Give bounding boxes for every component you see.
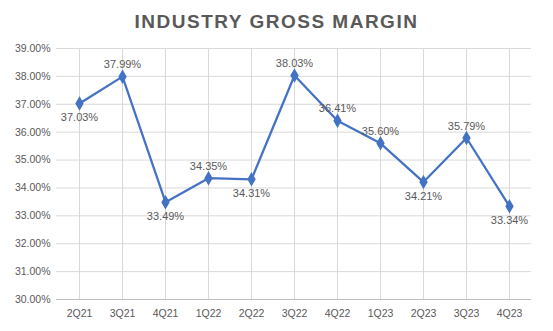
svg-text:35.60%: 35.60% <box>362 125 400 137</box>
svg-text:3Q22: 3Q22 <box>282 307 308 319</box>
svg-text:2Q23: 2Q23 <box>411 307 437 319</box>
svg-text:3Q23: 3Q23 <box>454 307 480 319</box>
svg-text:33.34%: 33.34% <box>491 214 529 226</box>
svg-text:33.00%: 33.00% <box>15 209 51 221</box>
svg-text:38.00%: 38.00% <box>15 70 51 82</box>
svg-text:1Q23: 1Q23 <box>368 307 394 319</box>
svg-text:30.00%: 30.00% <box>15 293 51 305</box>
svg-text:36.41%: 36.41% <box>319 102 357 114</box>
svg-text:34.31%: 34.31% <box>233 187 271 199</box>
svg-text:35.79%: 35.79% <box>448 120 486 132</box>
svg-text:35.00%: 35.00% <box>15 153 51 165</box>
svg-text:37.99%: 37.99% <box>104 58 142 70</box>
svg-text:31.00%: 31.00% <box>15 265 51 277</box>
svg-text:3Q21: 3Q21 <box>110 307 136 319</box>
svg-text:1Q22: 1Q22 <box>196 307 222 319</box>
svg-text:37.00%: 37.00% <box>15 98 51 110</box>
svg-text:33.49%: 33.49% <box>147 210 185 222</box>
svg-text:36.00%: 36.00% <box>15 126 51 138</box>
svg-text:2Q21: 2Q21 <box>67 307 93 319</box>
svg-text:2Q22: 2Q22 <box>239 307 265 319</box>
svg-text:39.00%: 39.00% <box>15 42 51 54</box>
svg-text:34.21%: 34.21% <box>405 190 443 202</box>
svg-text:4Q22: 4Q22 <box>325 307 351 319</box>
svg-text:37.03%: 37.03% <box>61 111 99 123</box>
html-text:INDUSTRY GROSS MARGIN: INDUSTRY GROSS MARGIN <box>134 11 419 32</box>
svg-text:34.00%: 34.00% <box>15 181 51 193</box>
svg-text:4Q21: 4Q21 <box>153 307 179 319</box>
svg-text:4Q23: 4Q23 <box>497 307 523 319</box>
svg-text:38.03%: 38.03% <box>276 57 314 69</box>
svg-text:32.00%: 32.00% <box>15 237 51 249</box>
svg-text:34.35%: 34.35% <box>190 160 228 172</box>
